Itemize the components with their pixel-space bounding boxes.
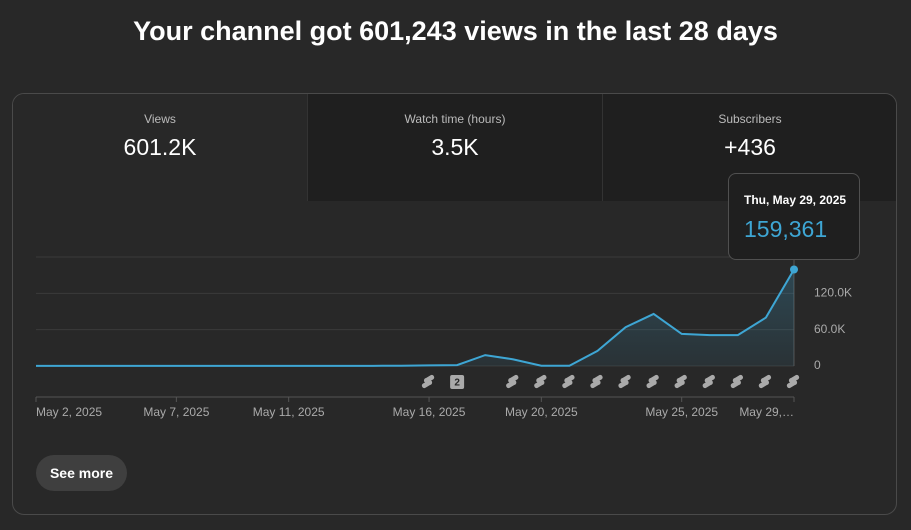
shorts-icon [590, 374, 603, 389]
shorts-icon [562, 374, 575, 389]
shorts-icon [534, 374, 547, 389]
y-tick-label: 0 [814, 358, 821, 372]
tab-value: +436 [724, 134, 776, 160]
tab-label: Views [144, 112, 176, 126]
badge-count: 2 [454, 378, 460, 389]
tab-label: Subscribers [718, 112, 782, 126]
x-tick-label: May 25, 2025 [645, 405, 718, 419]
shorts-icon [618, 374, 631, 389]
shorts-icon [730, 374, 743, 389]
tooltip: Thu, May 29, 2025 159,361 [728, 173, 860, 260]
y-tick-label: 60.0K [814, 322, 845, 336]
x-tick-label: May 16, 2025 [393, 405, 466, 419]
x-tick-label: May 7, 2025 [143, 405, 209, 419]
shorts-icon [758, 374, 772, 389]
tab-label: Watch time (hours) [404, 112, 506, 126]
tab-value: 3.5K [431, 134, 479, 160]
see-more-button[interactable]: See more [36, 455, 127, 491]
area [36, 269, 794, 366]
point [790, 265, 798, 274]
y-tick-label: 120.0K [814, 286, 852, 300]
shorts-icon [506, 374, 519, 389]
shorts-icon [674, 374, 687, 389]
tab-value: 601.2K [123, 134, 197, 160]
x-tick-label: May 20, 2025 [505, 405, 578, 419]
shorts-icon [646, 374, 659, 389]
tooltip-date: Thu, May 29, 2025 [744, 193, 847, 207]
line [35, 268, 795, 367]
shorts-icon [421, 374, 435, 389]
x-tick-label: May 2, 2025 [36, 405, 102, 419]
x-tick-label: May 11, 2025 [253, 405, 325, 419]
badge [450, 375, 465, 389]
tab[interactable]: Watch time (hours) 3.5K [307, 94, 602, 201]
shorts-icon [702, 374, 715, 389]
x-tick-label: May 29,… [739, 405, 794, 419]
headline: Your channel got 601,243 views in the la… [133, 16, 778, 46]
shorts-icon [786, 374, 800, 389]
tooltip-value: 159,361 [744, 216, 828, 242]
tab[interactable]: Views 601.2K [13, 94, 307, 201]
